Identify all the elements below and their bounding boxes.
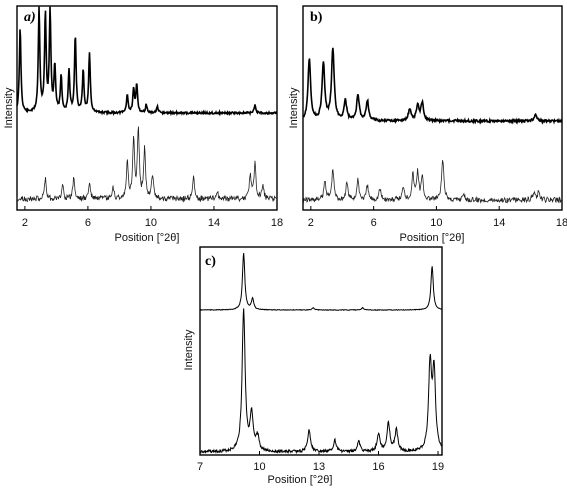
series-line-a-top xyxy=(16,6,278,117)
x-tick-label: 10 xyxy=(430,217,442,229)
y-axis-label-c: Intensity xyxy=(183,329,195,370)
x-tick-label: 16 xyxy=(372,461,384,473)
panel-label-a: a) xyxy=(24,10,36,25)
panel-b: b) Intensity 2 6 10 14 18 Position [°2θ] xyxy=(288,5,567,244)
plot-frame-b xyxy=(302,5,563,211)
x-tick-label: 6 xyxy=(85,217,91,229)
x-tick-label: 6 xyxy=(371,217,377,229)
x-tick-label: 10 xyxy=(253,461,265,473)
x-axis-label-b: Position [°2θ] xyxy=(400,232,465,244)
series-line-c-top xyxy=(199,252,443,311)
series-line-a-bottom xyxy=(16,126,278,203)
y-axis-label-b: Intensity xyxy=(288,87,300,128)
x-tick-label: 18 xyxy=(556,217,567,229)
x-ticks-c: 7 10 13 16 19 xyxy=(197,451,444,473)
series-line-c-bottom xyxy=(199,308,443,455)
x-ticks-b: 2 6 10 14 18 xyxy=(308,206,567,229)
x-axis-label-c: Position [°2θ] xyxy=(268,474,333,486)
x-axis-label-a: Position [°2θ] xyxy=(115,232,180,244)
x-tick-label: 10 xyxy=(145,217,157,229)
y-axis-label-a: Intensity xyxy=(3,87,15,128)
x-tick-label: 14 xyxy=(208,217,220,229)
x-tick-label: 19 xyxy=(432,461,444,473)
x-tick-label: 7 xyxy=(197,461,203,473)
x-tick-label: 14 xyxy=(493,217,505,229)
x-tick-label: 2 xyxy=(22,217,28,229)
x-tick-label: 18 xyxy=(271,217,283,229)
x-ticks-a: 2 6 10 14 18 xyxy=(22,206,283,229)
series-line-b-bottom xyxy=(302,160,563,205)
panel-c: c) Intensity 7 10 13 16 19 Position [°2θ] xyxy=(183,246,444,486)
panel-a: a) Intensity 2 6 10 14 18 Position [°2θ] xyxy=(3,5,283,244)
panel-label-b: b) xyxy=(310,10,323,25)
panel-label-c: c) xyxy=(205,254,216,269)
series-line-b-top xyxy=(302,47,563,125)
plot-frame-c xyxy=(199,246,443,456)
x-tick-label: 13 xyxy=(313,461,325,473)
plot-frame-a xyxy=(16,5,278,211)
x-tick-label: 2 xyxy=(308,217,314,229)
